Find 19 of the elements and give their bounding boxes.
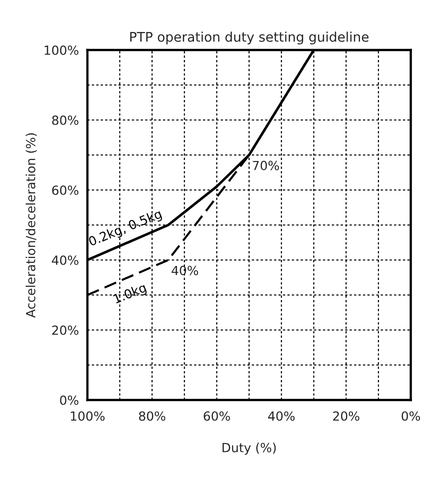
x-tick-label: 60% [204, 411, 230, 421]
y-tick-label: 40% [52, 255, 78, 265]
x-tick-label: 40% [268, 411, 295, 421]
y-tick-label: 0% [60, 395, 78, 405]
x-tick-label: 20% [333, 411, 360, 421]
y-tick-label: 60% [52, 185, 78, 195]
y-tick-label: 100% [44, 45, 78, 55]
x-tick-label: 100% [70, 411, 105, 421]
chart-title: PTP operation duty setting guideline [130, 32, 369, 44]
y-axis-title: Acceleration/deceleration (%) [26, 133, 37, 318]
y-tick-label: 20% [52, 325, 78, 335]
y-tick-label: 80% [52, 115, 78, 125]
annotation: 70% [252, 160, 279, 170]
x-axis-title: Duty (%) [222, 442, 276, 455]
annotation: 40% [172, 266, 198, 276]
x-tick-label: 80% [139, 411, 166, 421]
x-tick-label: 0% [402, 411, 420, 421]
text: 1.0kg [112, 282, 148, 306]
text: 0.2kg, 0.5kg [88, 208, 163, 248]
